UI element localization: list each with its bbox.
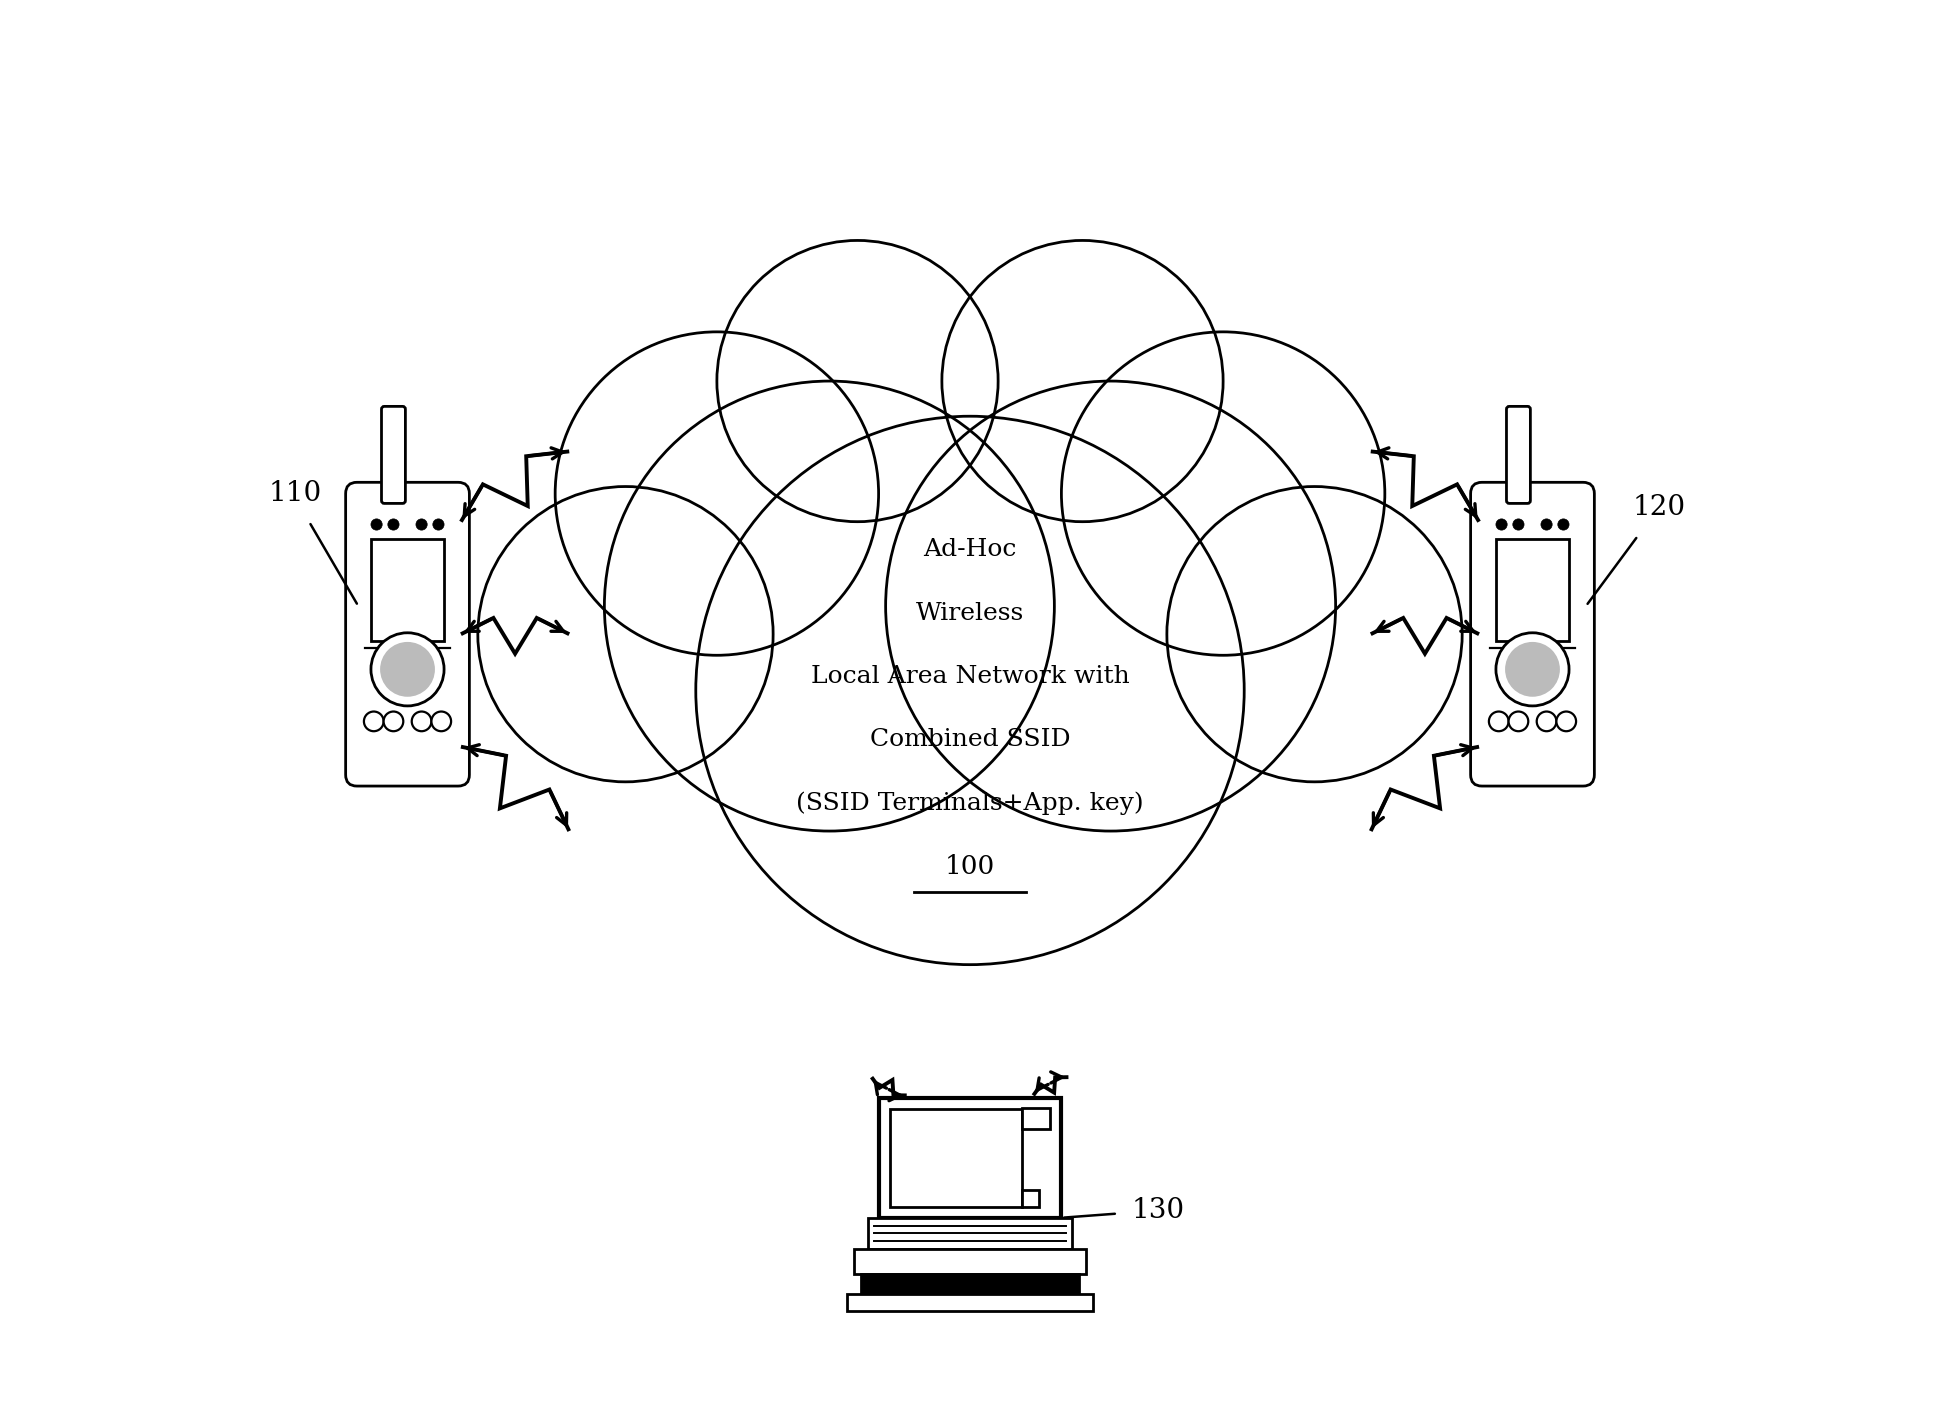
Text: Wireless: Wireless [915,602,1024,624]
Circle shape [388,519,399,530]
Circle shape [1505,643,1559,697]
Bar [878,1098,1061,1217]
FancyBboxPatch shape [1507,406,1530,503]
Text: 100: 100 [944,854,995,879]
Text: Local Area Network with: Local Area Network with [811,665,1128,688]
Text: 120: 120 [1631,495,1685,521]
FancyBboxPatch shape [1470,482,1594,786]
Circle shape [1557,519,1569,530]
Circle shape [370,519,382,530]
Text: Combined SSID: Combined SSID [869,728,1070,751]
Bar [1495,538,1569,641]
Circle shape [432,519,444,530]
Bar [1022,1107,1049,1129]
FancyBboxPatch shape [382,406,405,503]
Circle shape [430,712,452,731]
Circle shape [717,241,997,521]
Bar [867,1217,1072,1248]
Text: 130: 130 [1130,1198,1185,1224]
FancyBboxPatch shape [345,482,469,786]
Circle shape [696,416,1243,965]
Circle shape [370,633,444,706]
Circle shape [411,712,430,731]
Circle shape [384,712,403,731]
Bar [853,1248,1086,1274]
Circle shape [477,486,774,782]
Text: (SSID Terminals+App. key): (SSID Terminals+App. key) [795,792,1144,814]
Bar [890,1109,1022,1206]
Bar [861,1274,1078,1293]
Circle shape [380,643,434,697]
Circle shape [886,380,1334,831]
Circle shape [555,333,878,655]
Text: Ad-Hoc: Ad-Hoc [923,538,1016,561]
Bar [370,538,444,641]
Circle shape [1487,712,1509,731]
Circle shape [1509,712,1528,731]
Text: 110: 110 [268,480,322,507]
Bar [847,1293,1092,1310]
Circle shape [1555,712,1574,731]
Circle shape [365,712,384,731]
Circle shape [1165,486,1462,782]
Circle shape [1512,519,1524,530]
Circle shape [1061,333,1384,655]
Bar [1022,1189,1039,1206]
Circle shape [942,241,1222,521]
Circle shape [1495,519,1507,530]
Circle shape [1495,633,1569,706]
Circle shape [605,380,1053,831]
Circle shape [1536,712,1555,731]
Circle shape [1540,519,1551,530]
Circle shape [415,519,427,530]
